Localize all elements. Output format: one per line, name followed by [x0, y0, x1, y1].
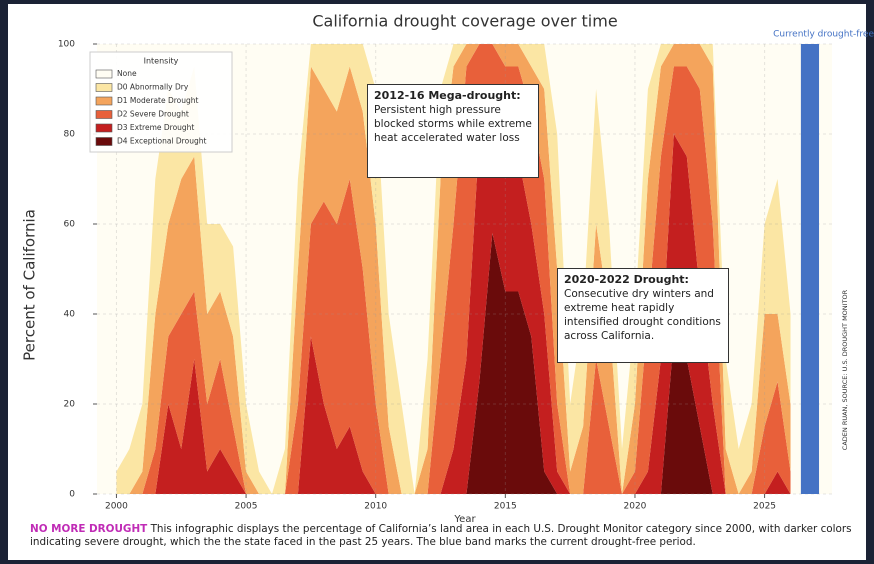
- credit: CADEN RUAN, SOURCE: U.S. DROUGHT MONITOR: [841, 289, 849, 450]
- caption-text: This infographic displays the percentage…: [30, 523, 852, 548]
- x-tick-label: 2000: [105, 502, 128, 512]
- legend-swatch: [95, 110, 113, 119]
- caption: NO MORE DROUGHT This infographic display…: [30, 523, 860, 549]
- y-tick-label: 20: [64, 400, 76, 410]
- highlight-band: [800, 44, 820, 494]
- legend-label: None: [117, 69, 137, 78]
- y-tick-label: 40: [64, 310, 76, 320]
- annotation-title: 2020-2022 Drought:: [564, 273, 689, 286]
- annotation: 2020-2022 Drought: Consecutive dry winter…: [557, 268, 729, 363]
- x-tick-label: 2015: [494, 502, 517, 512]
- legend-label: D2 Severe Drought: [117, 110, 189, 119]
- y-tick-label: 80: [64, 130, 76, 140]
- annotation-text: Persistent high pressure blocked storms …: [374, 104, 532, 144]
- legend-swatch: [95, 69, 113, 79]
- legend-swatch: [95, 137, 113, 146]
- chart-title: California drought coverage over time: [312, 12, 617, 31]
- x-tick-label: 2010: [364, 502, 387, 512]
- legend-title: Intensity: [144, 57, 179, 66]
- legend-label: D4 Exceptional Drought: [117, 137, 206, 146]
- annotation-title: 2012-16 Mega-drought:: [374, 89, 521, 102]
- area: [116, 44, 791, 494]
- x-tick-label: 2020: [624, 502, 647, 512]
- x-tick-label: 2005: [235, 502, 258, 512]
- x-axis-label: Year: [453, 514, 476, 525]
- area: [116, 134, 791, 494]
- x-tick-label: 2025: [753, 502, 776, 512]
- annotation-text: Consecutive dry winters and extreme heat…: [564, 288, 721, 342]
- caption-lead: NO MORE DROUGHT: [30, 523, 148, 535]
- y-axis-label: Percent of California: [21, 209, 39, 361]
- y-tick-label: 60: [64, 220, 76, 230]
- highlight-label: Currently drought-free: [773, 30, 874, 40]
- legend-swatch: [95, 96, 113, 106]
- legend-swatch: [95, 123, 113, 133]
- legend-swatch: [95, 83, 113, 92]
- y-tick-label: 0: [69, 490, 75, 500]
- y-tick-label: 100: [58, 40, 75, 50]
- legend-label: D1 Moderate Drought: [117, 96, 199, 105]
- legend-box: [89, 51, 233, 153]
- legend-label: D3 Extreme Drought: [117, 123, 194, 132]
- legend-label: D0 Abnormally Dry: [117, 83, 189, 92]
- annotation: 2012-16 Mega-drought: Persistent high pre…: [367, 84, 539, 178]
